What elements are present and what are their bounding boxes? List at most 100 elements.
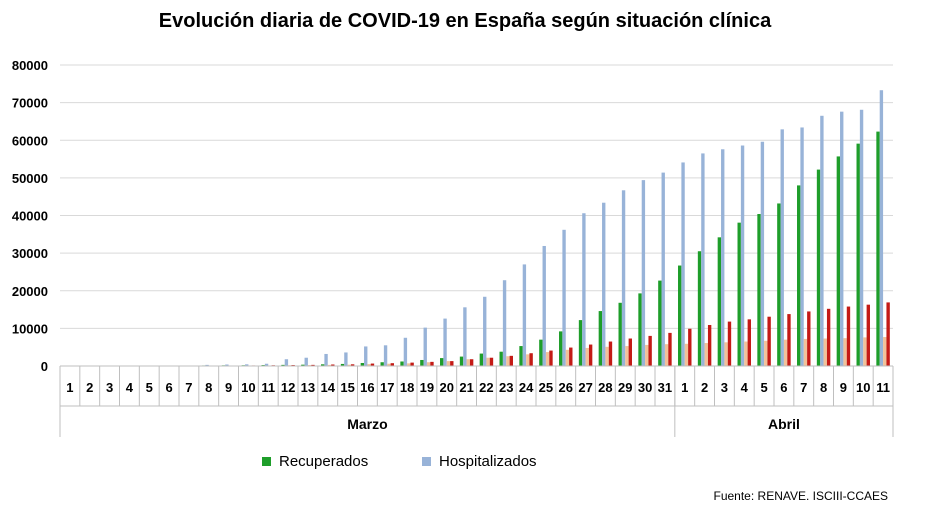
y-tick-label: 20000 bbox=[12, 284, 48, 299]
bar-series-3 bbox=[727, 321, 732, 366]
bar-series-0 bbox=[400, 361, 404, 366]
legend-label-recuperados: Recuperados bbox=[279, 453, 369, 470]
group-label: Abril bbox=[768, 416, 800, 432]
bar-series-1 bbox=[423, 327, 427, 366]
x-tick-label: 4 bbox=[126, 380, 134, 395]
bar-series-2 bbox=[724, 342, 728, 366]
bar-series-0 bbox=[301, 364, 305, 366]
bar-series-1 bbox=[502, 280, 507, 366]
bar-series-1 bbox=[780, 129, 784, 366]
bar-series-2 bbox=[625, 346, 629, 366]
x-tick-label: 27 bbox=[578, 380, 592, 395]
x-tick-label: 3 bbox=[106, 380, 113, 395]
x-tick-label: 1 bbox=[681, 380, 688, 395]
bar-series-3 bbox=[608, 341, 613, 366]
bar-series-0 bbox=[777, 203, 781, 366]
bar-series-2 bbox=[426, 362, 431, 366]
bar-series-2 bbox=[764, 340, 768, 366]
x-tick-label: 2 bbox=[701, 380, 708, 395]
bar-series-0 bbox=[678, 265, 682, 366]
bar-series-2 bbox=[347, 364, 351, 366]
bar-series-1 bbox=[403, 337, 408, 366]
bar-series-2 bbox=[684, 343, 689, 366]
x-tick-label: 12 bbox=[281, 380, 295, 395]
x-tick-label: 11 bbox=[261, 380, 275, 395]
bar-series-2 bbox=[803, 338, 808, 366]
x-tick-label: 9 bbox=[840, 380, 847, 395]
y-tick-label: 80000 bbox=[12, 58, 48, 73]
bar-series-3 bbox=[688, 328, 692, 366]
bar-series-3 bbox=[370, 363, 375, 366]
bar-series-3 bbox=[668, 332, 672, 366]
x-tick-label: 15 bbox=[340, 380, 354, 395]
bar-series-3 bbox=[410, 362, 414, 366]
y-tick-label: 50000 bbox=[12, 171, 48, 186]
bar-series-1 bbox=[562, 229, 566, 366]
bar-series-1 bbox=[483, 296, 487, 366]
x-tick-label: 26 bbox=[559, 380, 573, 395]
y-tick-label: 30000 bbox=[12, 246, 48, 261]
bar-series-0 bbox=[479, 353, 484, 366]
bar-series-3 bbox=[430, 361, 434, 366]
x-tick-label: 9 bbox=[225, 380, 232, 395]
bar-series-1 bbox=[304, 357, 308, 366]
bar-series-2 bbox=[863, 337, 867, 366]
bar-series-1 bbox=[383, 345, 388, 366]
bar-series-3 bbox=[787, 314, 791, 366]
bar-series-3 bbox=[886, 302, 890, 366]
x-tick-label: 29 bbox=[618, 380, 632, 395]
bar-series-0 bbox=[816, 169, 821, 366]
bar-series-2 bbox=[843, 338, 847, 366]
group-label: Marzo bbox=[347, 416, 387, 432]
y-tick-label: 0 bbox=[41, 359, 48, 374]
bar-series-2 bbox=[526, 354, 530, 366]
bar-series-1 bbox=[264, 363, 269, 366]
bar-series-0 bbox=[797, 185, 801, 366]
bar-series-0 bbox=[459, 356, 464, 366]
bar-series-2 bbox=[585, 347, 589, 366]
bar-series-2 bbox=[407, 363, 411, 366]
bar-series-0 bbox=[836, 156, 841, 366]
bar-series-0 bbox=[618, 302, 622, 366]
bar-series-2 bbox=[883, 337, 887, 366]
x-tick-label: 18 bbox=[400, 380, 414, 395]
bar-series-1 bbox=[463, 307, 467, 366]
x-tick-label: 3 bbox=[721, 380, 728, 395]
x-tick-label: 17 bbox=[380, 380, 394, 395]
source-note: Fuente: RENAVE. ISCIII-CCAES bbox=[713, 489, 889, 503]
x-tick-label: 19 bbox=[420, 380, 434, 395]
bar-series-1 bbox=[344, 352, 348, 366]
x-tick-label: 5 bbox=[760, 380, 767, 395]
bar-series-3 bbox=[350, 364, 355, 366]
x-tick-label: 11 bbox=[876, 380, 890, 395]
bar-series-2 bbox=[664, 344, 669, 366]
bar-series-1 bbox=[721, 149, 725, 366]
bar-series-3 bbox=[826, 308, 831, 366]
y-tick-label: 40000 bbox=[12, 209, 48, 224]
x-tick-label: 7 bbox=[800, 380, 807, 395]
bar-series-0 bbox=[757, 214, 761, 366]
bar-series-2 bbox=[367, 364, 371, 366]
bar-series-0 bbox=[559, 331, 563, 366]
bar-series-2 bbox=[605, 346, 609, 366]
bar-series-3 bbox=[311, 364, 315, 366]
legend-swatch-hospitalizados bbox=[422, 457, 431, 466]
x-tick-label: 7 bbox=[185, 380, 192, 395]
x-tick-label: 30 bbox=[638, 380, 652, 395]
legend-label-hospitalizados: Hospitalizados bbox=[439, 453, 537, 470]
bar-series-0 bbox=[638, 293, 642, 366]
bar-series-0 bbox=[737, 222, 741, 366]
y-tick-label: 10000 bbox=[12, 321, 48, 336]
bar-series-3 bbox=[549, 350, 553, 366]
y-tick-label: 70000 bbox=[12, 96, 48, 111]
bar-series-3 bbox=[588, 344, 593, 366]
bar-series-1 bbox=[681, 162, 685, 366]
chart-title: Evolución diaria de COVID-19 en España s… bbox=[158, 10, 772, 32]
x-tick-label: 8 bbox=[205, 380, 212, 395]
bar-series-2 bbox=[466, 359, 470, 366]
bar-series-1 bbox=[364, 346, 368, 366]
bar-series-2 bbox=[545, 352, 550, 366]
bar-series-3 bbox=[450, 361, 454, 366]
bar-series-1 bbox=[701, 153, 705, 366]
